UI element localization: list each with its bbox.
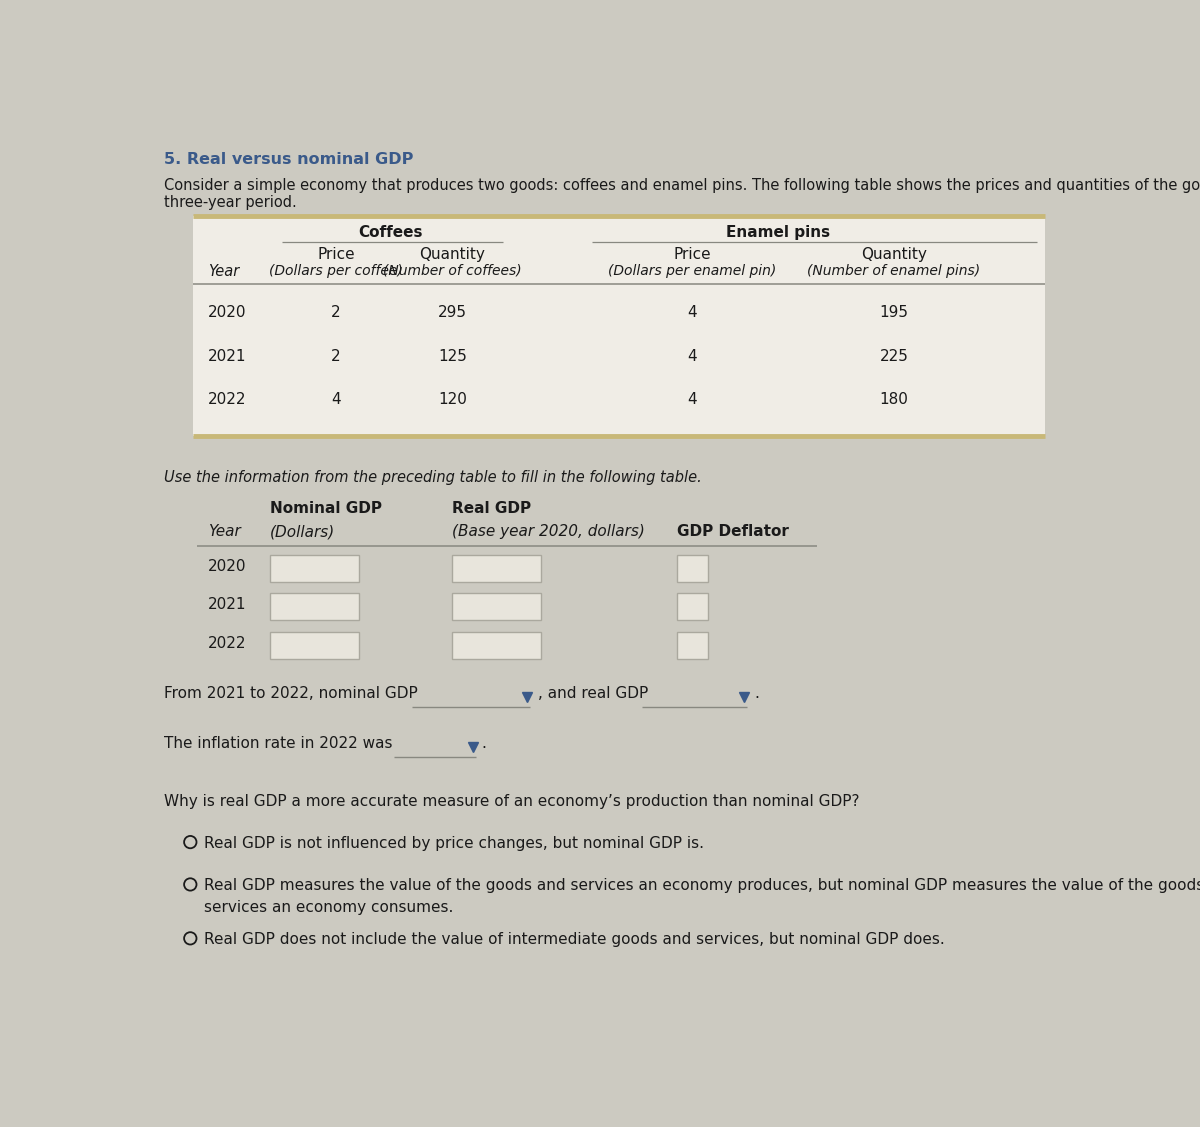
Text: 2020: 2020: [208, 559, 247, 574]
Text: 2022: 2022: [208, 636, 247, 650]
Text: 120: 120: [438, 392, 467, 407]
Text: Real GDP is not influenced by price changes, but nominal GDP is.: Real GDP is not influenced by price chan…: [204, 836, 704, 851]
Text: (Dollars): (Dollars): [270, 524, 335, 539]
Text: (Base year 2020, dollars): (Base year 2020, dollars): [452, 524, 646, 539]
Text: 2021: 2021: [208, 597, 247, 612]
Text: 180: 180: [880, 392, 908, 407]
Text: Nominal GDP: Nominal GDP: [270, 502, 382, 516]
Text: Consider a simple economy that produces two goods: coffees and enamel pins. The : Consider a simple economy that produces …: [164, 178, 1200, 193]
Text: 4: 4: [688, 305, 697, 320]
Text: .: .: [755, 686, 760, 701]
Text: 2022: 2022: [208, 392, 247, 407]
Text: Enamel pins: Enamel pins: [726, 225, 830, 240]
Bar: [677, 554, 708, 582]
Text: Price: Price: [317, 247, 355, 261]
Text: Real GDP: Real GDP: [452, 502, 532, 516]
Text: Quantity: Quantity: [419, 247, 485, 261]
Text: From 2021 to 2022, nominal GDP: From 2021 to 2022, nominal GDP: [164, 686, 418, 701]
Text: 4: 4: [688, 392, 697, 407]
Text: Quantity: Quantity: [862, 247, 926, 261]
Text: 2020: 2020: [208, 305, 247, 320]
Text: , and real GDP: , and real GDP: [538, 686, 648, 701]
Text: (Number of coffees): (Number of coffees): [383, 264, 522, 278]
Text: Real GDP does not include the value of intermediate goods and services, but nomi: Real GDP does not include the value of i…: [204, 932, 946, 947]
Text: (Dollars per enamel pin): (Dollars per enamel pin): [608, 264, 776, 278]
Text: Why is real GDP a more accurate measure of an economy’s production than nominal : Why is real GDP a more accurate measure …: [164, 793, 859, 808]
Bar: [677, 594, 708, 620]
Bar: [270, 594, 359, 620]
Text: (Dollars per coffee): (Dollars per coffee): [269, 264, 403, 278]
Text: (Number of enamel pins): (Number of enamel pins): [808, 264, 980, 278]
Text: 5. Real versus nominal GDP: 5. Real versus nominal GDP: [164, 152, 413, 167]
Text: 125: 125: [438, 348, 467, 364]
Text: three-year period.: three-year period.: [164, 195, 296, 211]
Bar: [452, 594, 541, 620]
Text: Year: Year: [208, 264, 239, 278]
Text: Real GDP measures the value of the goods and services an economy produces, but n: Real GDP measures the value of the goods…: [204, 878, 1200, 894]
Text: .: .: [481, 736, 486, 751]
Text: Price: Price: [673, 247, 712, 261]
Text: Coffees: Coffees: [358, 225, 422, 240]
Text: 4: 4: [688, 348, 697, 364]
Text: 225: 225: [880, 348, 908, 364]
Text: 4: 4: [331, 392, 341, 407]
Text: Year: Year: [208, 524, 241, 539]
Text: GDP Deflator: GDP Deflator: [677, 524, 788, 539]
Bar: [452, 632, 541, 659]
Bar: [193, 216, 1045, 435]
Text: services an economy consumes.: services an economy consumes.: [204, 899, 454, 915]
Bar: [270, 554, 359, 582]
Text: 2021: 2021: [208, 348, 247, 364]
Bar: [270, 632, 359, 659]
Text: 195: 195: [880, 305, 908, 320]
Text: 2: 2: [331, 348, 341, 364]
Text: 2: 2: [331, 305, 341, 320]
Bar: [677, 632, 708, 659]
Text: 295: 295: [438, 305, 467, 320]
Bar: [452, 554, 541, 582]
Text: The inflation rate in 2022 was: The inflation rate in 2022 was: [164, 736, 392, 751]
Text: Use the information from the preceding table to fill in the following table.: Use the information from the preceding t…: [164, 470, 702, 486]
